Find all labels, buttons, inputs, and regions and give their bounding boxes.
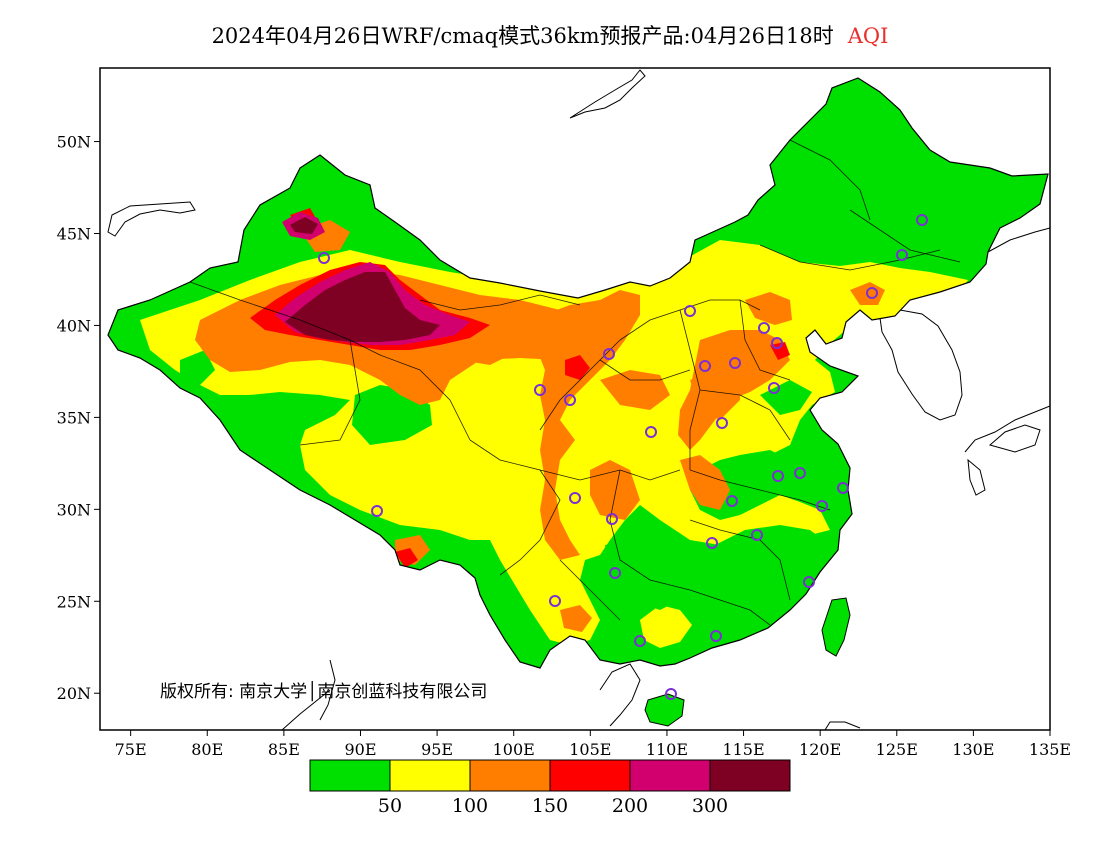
- legend-label: 200: [612, 795, 648, 817]
- city-markers: [318, 214, 928, 700]
- y-tick-label: 40N: [57, 316, 91, 335]
- legend-swatch: [549, 759, 631, 792]
- city-marker: [803, 576, 815, 588]
- city-marker: [751, 529, 763, 541]
- city-marker: [606, 513, 618, 525]
- city-marker: [549, 595, 561, 607]
- city-marker: [837, 482, 849, 494]
- legend-swatch: [629, 759, 711, 792]
- x-tick-label: 105E: [569, 740, 611, 759]
- map-frame: [99, 67, 1051, 731]
- city-marker: [371, 505, 383, 517]
- legend-label: 300: [692, 795, 728, 817]
- islands: [644, 597, 851, 727]
- map-title: 2024年04月26日WRF/cmaq模式36km预报产品:04月26日18时 A…: [0, 20, 1100, 50]
- x-axis: 75E 80E 85E 90E 95E 100E 105E 110E 115E 120E 125E 1…: [115, 730, 1071, 759]
- city-marker: [794, 467, 806, 479]
- city-marker: [768, 382, 780, 394]
- title-text: 2024年04月26日WRF/cmaq模式36km预报产品:04月26日18时: [211, 24, 834, 48]
- city-marker: [699, 360, 711, 372]
- x-tick-label: 115E: [722, 740, 764, 759]
- x-tick-label: 75E: [115, 740, 147, 759]
- city-marker: [318, 252, 330, 264]
- city-marker: [665, 688, 677, 700]
- city-marker: [564, 394, 576, 406]
- city-marker: [772, 470, 784, 482]
- city-marker: [645, 426, 657, 438]
- x-tick-label: 85E: [268, 740, 300, 759]
- y-axis: 20N 25N 30N 35N 40N 45N 50N: [57, 133, 100, 703]
- legend-label: 50: [378, 795, 402, 817]
- x-tick-label: 135E: [1029, 740, 1071, 759]
- city-marker: [816, 500, 828, 512]
- x-tick-label: 95E: [421, 740, 453, 759]
- legend-swatch: [309, 759, 391, 792]
- x-tick-label: 100E: [493, 740, 535, 759]
- city-marker: [634, 635, 646, 647]
- city-marker: [603, 348, 615, 360]
- legend-label: 100: [452, 795, 488, 817]
- y-tick-label: 20N: [57, 684, 91, 703]
- city-marker: [896, 249, 908, 261]
- x-tick-label: 130E: [952, 740, 994, 759]
- legend-swatch: [389, 759, 471, 792]
- x-tick-label: 90E: [344, 740, 376, 759]
- city-marker: [771, 337, 783, 349]
- y-tick-label: 25N: [57, 592, 91, 611]
- city-marker: [729, 357, 741, 369]
- copyright-text: 版权所有: 南京大学│南京创蓝科技有限公司: [160, 681, 487, 702]
- title-variable: AQI: [847, 24, 889, 48]
- city-marker: [609, 567, 621, 579]
- city-marker: [710, 630, 722, 642]
- y-tick-label: 30N: [57, 500, 91, 519]
- city-marker: [726, 495, 738, 507]
- city-marker: [716, 417, 728, 429]
- x-tick-label: 80E: [191, 740, 223, 759]
- neighbor-coastlines: [107, 69, 1050, 730]
- legend-swatch: [469, 759, 551, 792]
- city-marker: [534, 384, 546, 396]
- x-tick-label: 110E: [646, 740, 688, 759]
- legend-label: 150: [532, 795, 568, 817]
- y-tick-label: 35N: [57, 408, 91, 427]
- legend-swatch: [709, 759, 791, 792]
- x-tick-label: 125E: [876, 740, 918, 759]
- city-marker: [684, 305, 696, 317]
- y-tick-label: 50N: [57, 133, 91, 152]
- aqi-legend: 50 100 150 200 300: [309, 759, 791, 817]
- city-marker: [866, 287, 878, 299]
- city-marker: [758, 322, 770, 334]
- y-tick-label: 45N: [57, 225, 91, 244]
- city-marker: [916, 214, 928, 226]
- city-marker: [569, 492, 581, 504]
- x-tick-label: 120E: [799, 740, 841, 759]
- city-marker: [706, 537, 718, 549]
